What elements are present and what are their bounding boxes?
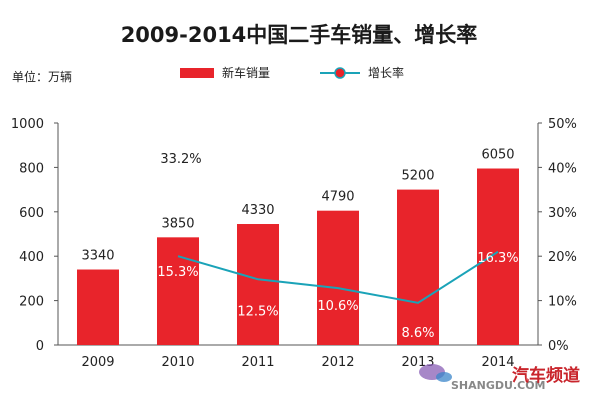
bars	[77, 168, 519, 345]
x-tick-label: 2011	[241, 355, 274, 370]
bar	[77, 269, 119, 345]
bar-value-label: 5200	[401, 169, 434, 184]
unit-label: 单位：万辆	[12, 69, 72, 84]
rate-value-label: 8.6%	[401, 326, 434, 341]
x-tick-label: 2010	[161, 355, 194, 370]
axes	[57, 123, 539, 346]
bar	[157, 237, 199, 345]
rate-value-label: 15.3%	[157, 265, 198, 280]
bar-value-label: 6050	[481, 148, 514, 163]
legend-line-marker	[334, 67, 346, 79]
watermark-channel: 汽车频道	[512, 365, 580, 386]
bar-value-label: 4330	[241, 203, 274, 218]
rate-line	[177, 250, 499, 304]
legend-line-label: 增长率	[368, 65, 404, 80]
bar-value-label: 3850	[161, 216, 194, 231]
extra-rate-label: 33.2%	[160, 152, 201, 167]
left-tick-label: 600	[19, 206, 44, 221]
right-tick-label: 40%	[548, 161, 577, 176]
x-axis-ticks: 2009 2010 2011 2012 2013 2014	[81, 355, 514, 370]
right-tick-label: 30%	[548, 206, 577, 221]
rate-value-label: 12.5%	[237, 304, 278, 319]
legend: 新车销量 增长率	[180, 65, 404, 80]
bar	[317, 210, 359, 345]
right-tick-label: 10%	[548, 295, 577, 310]
x-tick-label: 2014	[481, 355, 514, 370]
watermark-site: SHANGDU.COM	[451, 379, 546, 392]
left-tick-label: 1000	[11, 117, 44, 132]
legend-bar-label: 新车销量	[222, 65, 270, 80]
bar-value-label: 4790	[321, 190, 354, 205]
rate-line-layer	[177, 250, 499, 304]
left-tick-label: 0	[36, 339, 44, 354]
chart-title: 2009-2014中国二手车销量、增长率	[121, 23, 478, 47]
bar-labels: 3340 3850 4330 4790 5200 6050	[81, 148, 514, 264]
watermark-logo-swirl	[436, 372, 452, 382]
right-tick-label: 50%	[548, 117, 577, 132]
left-tick-label: 800	[19, 161, 44, 176]
x-tick-label: 2012	[321, 355, 354, 370]
right-axis-ticks: 0% 10% 20% 30% 40% 50%	[538, 117, 577, 354]
left-axis-ticks: 0 200 400 600 800 1000	[11, 117, 58, 354]
rate-value-label: 16.3%	[477, 251, 518, 266]
rate-value-label: 10.6%	[317, 299, 358, 314]
left-tick-label: 200	[19, 295, 44, 310]
bar-value-label: 3340	[81, 249, 114, 264]
left-tick-label: 400	[19, 250, 44, 265]
watermark: SHANGDU.COM 汽车频道	[419, 364, 580, 392]
bar	[397, 189, 439, 345]
right-tick-label: 20%	[548, 250, 577, 265]
x-tick-label: 2009	[81, 355, 114, 370]
right-tick-label: 0%	[548, 339, 569, 354]
rate-labels: 15.3% 12.5% 10.6% 8.6% 16.3%	[157, 251, 518, 341]
bar	[237, 224, 279, 345]
bar	[477, 168, 519, 345]
legend-bar-swatch	[180, 68, 214, 78]
